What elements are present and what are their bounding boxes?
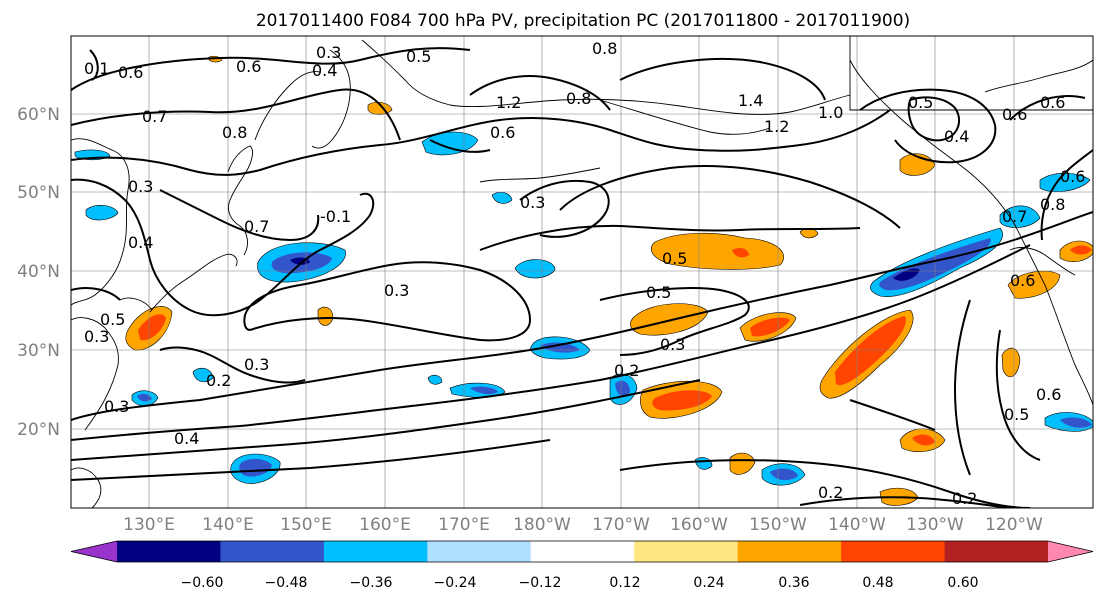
colorbar-outline	[70, 540, 1094, 563]
lon-label: 180°W	[513, 515, 571, 535]
colorbar-cell	[944, 541, 1049, 562]
contour-label: 0.2	[952, 489, 977, 508]
contour-label: 0.2	[818, 483, 843, 502]
contour-label: 0.7	[142, 107, 167, 126]
map-plot: 0.3 0.4 0.6 0.6 0.5 0.8 0.8 1.2 0.6 0.7 …	[71, 36, 1093, 508]
lon-label: 140°E	[202, 515, 254, 535]
colorbar-cell	[220, 541, 325, 562]
colorbar-cell	[634, 541, 739, 562]
lon-label: 170°E	[438, 515, 490, 535]
colorbar-cell	[71, 541, 117, 562]
colorbar-tick-label: 0.24	[693, 575, 724, 591]
contour-label: 0.7	[244, 217, 269, 236]
map-frame	[70, 35, 1094, 509]
colorbar-tick-label: −0.60	[181, 575, 224, 591]
longitude-labels: 130°E 140°E 150°E 160°E 170°E 180°W 170°…	[123, 515, 1043, 535]
colorbar-cell	[737, 541, 842, 562]
contour-label: 0.3	[520, 193, 545, 212]
contour-label: 0.3	[384, 281, 409, 300]
colorbar-tick-label: −0.24	[434, 575, 477, 591]
colorbar-cell	[323, 541, 428, 562]
lon-label: 130°E	[123, 515, 175, 535]
contour-label: 0.3	[84, 327, 109, 346]
contour-label: 1.4	[738, 91, 763, 110]
lat-label: 60°N	[17, 105, 60, 125]
contour-label: 0.3	[316, 43, 341, 62]
colorbar-tick-label: 0.12	[609, 575, 640, 591]
lon-label: 150°E	[280, 515, 332, 535]
lon-label: 130°W	[906, 515, 964, 535]
contour-label: 0.6	[490, 123, 515, 142]
contour-label: 0.6	[1036, 385, 1061, 404]
contour-label: 0.6	[236, 57, 261, 76]
lon-label: 150°W	[749, 515, 807, 535]
contour-label: 0.6	[1040, 93, 1065, 112]
contour-label: 0.6	[118, 63, 143, 82]
lat-label: 50°N	[17, 183, 60, 203]
colorbar-cell	[1048, 541, 1093, 562]
colorbar-cell	[427, 541, 532, 562]
contour-label: 0.8	[566, 89, 591, 108]
lat-label: 20°N	[17, 420, 60, 440]
lon-label: 160°E	[359, 515, 411, 535]
colorbar: −0.60 −0.48 −0.36 −0.24 −0.12 0.12 0.24 …	[70, 540, 1094, 591]
colorbar-tick-label: −0.36	[350, 575, 393, 591]
contour-label: 0.3	[660, 335, 685, 354]
contour-label: 1.0	[818, 103, 843, 122]
lat-label: 40°N	[17, 262, 60, 282]
pv-contours	[71, 47, 1093, 508]
colorbar-cell	[530, 541, 635, 562]
colorbar-tick-label: 0.60	[947, 575, 978, 591]
colorbar-cell	[117, 541, 221, 562]
lat-label: 30°N	[17, 341, 60, 361]
contour-label: 0.5	[406, 47, 431, 66]
contour-label: 0.4	[128, 233, 153, 252]
lon-label: 140°W	[828, 515, 886, 535]
colorbar-ticks: −0.60 −0.48 −0.36 −0.24 −0.12 0.12 0.24 …	[181, 575, 979, 591]
contour-label: 0.6	[1060, 167, 1085, 186]
contour-label: 1.2	[764, 117, 789, 136]
contour-label: 0.1	[84, 59, 109, 78]
coastlines	[71, 36, 1093, 508]
contour-label: 0.7	[1002, 207, 1027, 226]
lon-label: 160°W	[670, 515, 728, 535]
latitude-labels: 60°N 50°N 40°N 30°N 20°N	[17, 105, 60, 440]
lon-label: 120°W	[985, 515, 1043, 535]
colorbar-cells	[70, 540, 1094, 563]
contour-label: 0.2	[206, 371, 231, 390]
contour-label: 0.3	[104, 397, 129, 416]
contour-label: 0.5	[662, 249, 687, 268]
contour-label: 1.2	[496, 93, 521, 112]
figure-title: 2017011400 F084 700 hPa PV, precipitatio…	[256, 11, 910, 31]
colorbar-tick-label: 0.36	[778, 575, 809, 591]
contour-label: 0.5	[1004, 405, 1029, 424]
contour-label: 0.5	[646, 283, 671, 302]
contour-label: 0.3	[244, 355, 269, 374]
graticule	[71, 36, 1093, 508]
contour-labels: 0.3 0.4 0.6 0.6 0.5 0.8 0.8 1.2 0.6 0.7 …	[84, 39, 1085, 508]
colorbar-tick-label: −0.12	[519, 575, 562, 591]
contour-label: 0.3	[128, 177, 153, 196]
contour-label: 0.8	[592, 39, 617, 58]
contour-label: 0.6	[1010, 271, 1035, 290]
contour-label: 0.6	[1002, 105, 1027, 124]
contour-label: 0.8	[222, 123, 247, 142]
lon-label: 170°W	[592, 515, 650, 535]
contour-label: -0.1	[320, 207, 351, 226]
contour-label: 0.5	[908, 93, 933, 112]
colorbar-tick-label: 0.48	[862, 575, 893, 591]
contour-label: 0.4	[312, 61, 337, 80]
contour-label: 0.8	[1040, 195, 1065, 214]
contour-label: 0.4	[174, 429, 199, 448]
colorbar-cell	[841, 541, 946, 562]
contour-label: 0.4	[944, 127, 969, 146]
colorbar-tick-label: −0.48	[265, 575, 308, 591]
contour-label: 0.2	[614, 361, 639, 380]
contour-label: 0.5	[100, 310, 125, 329]
